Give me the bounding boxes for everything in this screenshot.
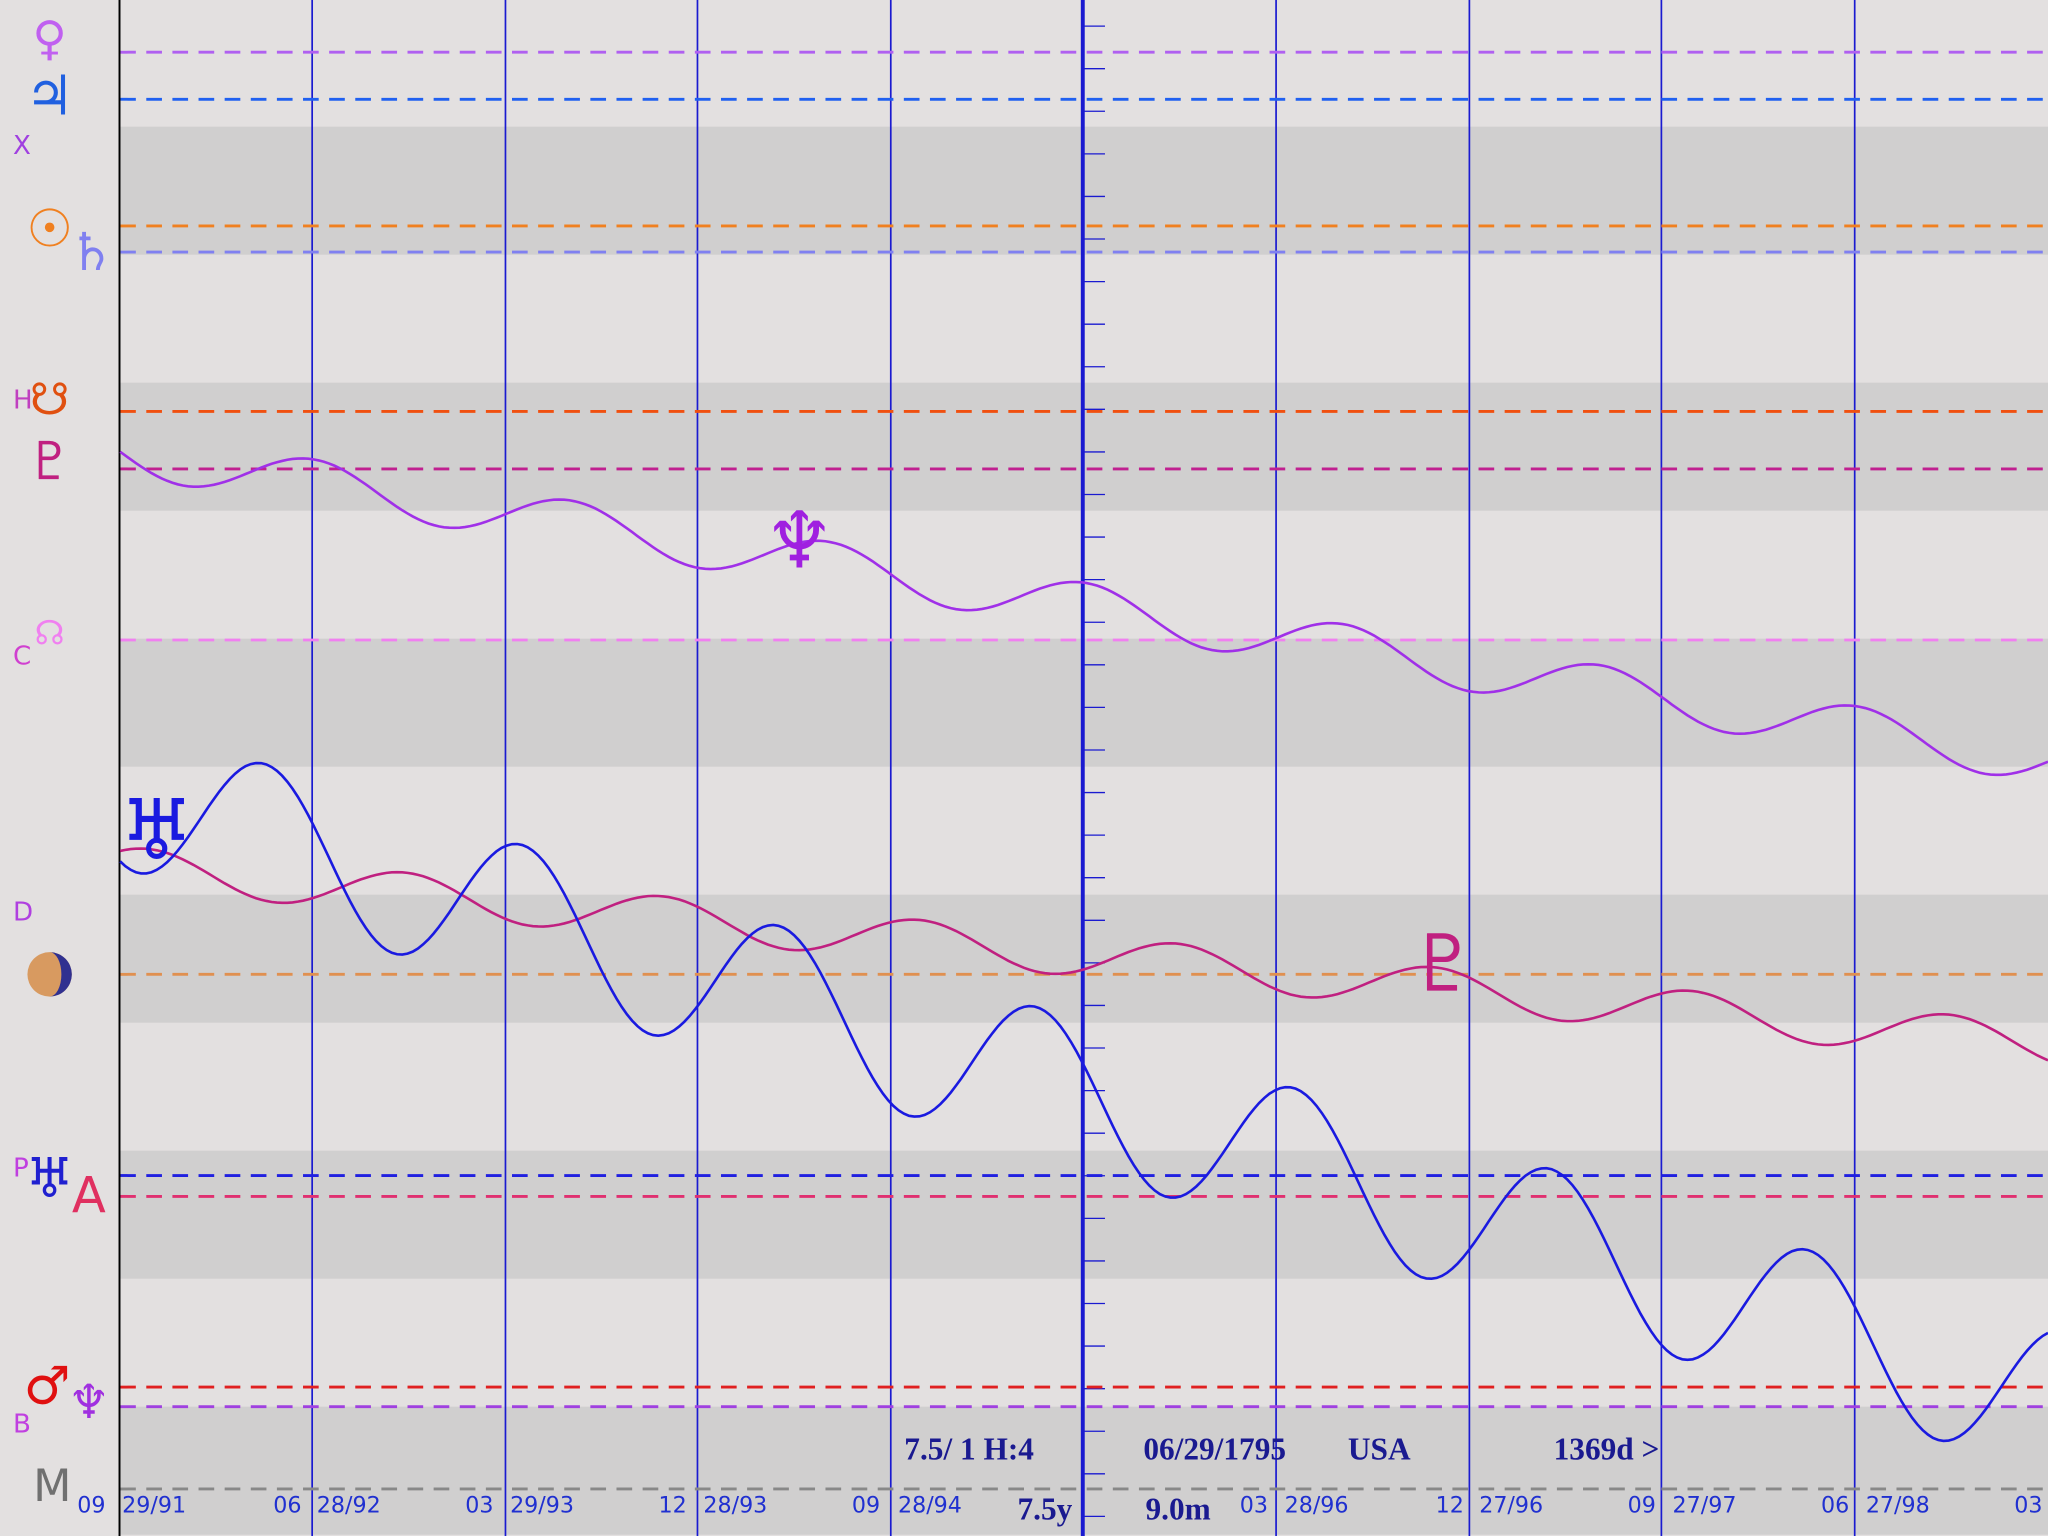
x-label: 28/93 <box>703 1492 767 1518</box>
x-label: 12 <box>659 1492 687 1518</box>
planet-glyph: A <box>72 1167 106 1225</box>
planet-glyph: ♅ <box>25 1146 74 1210</box>
planet-curve <box>119 450 2048 777</box>
x-label: 03 <box>2014 1492 2042 1518</box>
x-label: 28/96 <box>1285 1492 1349 1518</box>
planet-glyph: ♆ <box>68 1375 110 1430</box>
x-label: 29/93 <box>510 1492 574 1518</box>
info-text: USA <box>1348 1432 1411 1467</box>
x-label: 28/94 <box>898 1492 962 1518</box>
moon-shadow <box>49 952 72 997</box>
planet-glyph: ♃ <box>25 63 74 127</box>
curve-marker: ♅ <box>119 781 194 879</box>
side-label: X <box>13 131 31 161</box>
x-label: 12 <box>1436 1492 1464 1518</box>
x-label: 06 <box>273 1492 301 1518</box>
x-label: 09 <box>77 1492 105 1518</box>
planet-curve <box>119 761 2048 1443</box>
planet-glyph: ♇ <box>26 432 73 492</box>
side-label: M <box>33 1461 71 1512</box>
planet-curve <box>119 847 2048 1062</box>
planet-glyph: ♄ <box>68 223 115 283</box>
side-label: B <box>13 1409 31 1439</box>
info-text: 9.0m <box>1145 1492 1210 1527</box>
info-text: 7.5/ 1 H:4 <box>904 1432 1034 1467</box>
planet-glyph: ♂ <box>24 1357 71 1417</box>
planet-glyph: ☋ <box>30 374 69 425</box>
x-label: 28/92 <box>317 1492 381 1518</box>
side-label: P <box>13 1153 29 1183</box>
planet-glyph: ☊ <box>35 613 65 653</box>
info-text: 1369d > <box>1554 1432 1660 1467</box>
x-label: 09 <box>1628 1492 1656 1518</box>
side-label: H <box>13 385 33 415</box>
curve-marker: ♇ <box>1408 919 1478 1010</box>
curve-marker: ♆ <box>764 495 834 586</box>
info-text: 7.5y <box>1017 1492 1072 1527</box>
planet-glyph: ♀ <box>32 11 66 66</box>
side-label: C <box>13 641 31 671</box>
x-label: 03 <box>465 1492 493 1518</box>
x-label: 09 <box>852 1492 880 1518</box>
x-label: 27/97 <box>1673 1492 1737 1518</box>
x-label: 27/98 <box>1866 1492 1930 1518</box>
x-label: 03 <box>1240 1492 1268 1518</box>
planet-glyph: ☉ <box>26 199 73 259</box>
left-panel <box>0 0 121 1536</box>
info-text: 06/29/1795 <box>1143 1432 1286 1467</box>
x-label: 27/96 <box>1479 1492 1543 1518</box>
x-label: 29/91 <box>122 1492 186 1518</box>
x-label: 06 <box>1821 1492 1849 1518</box>
side-label: D <box>13 897 33 927</box>
